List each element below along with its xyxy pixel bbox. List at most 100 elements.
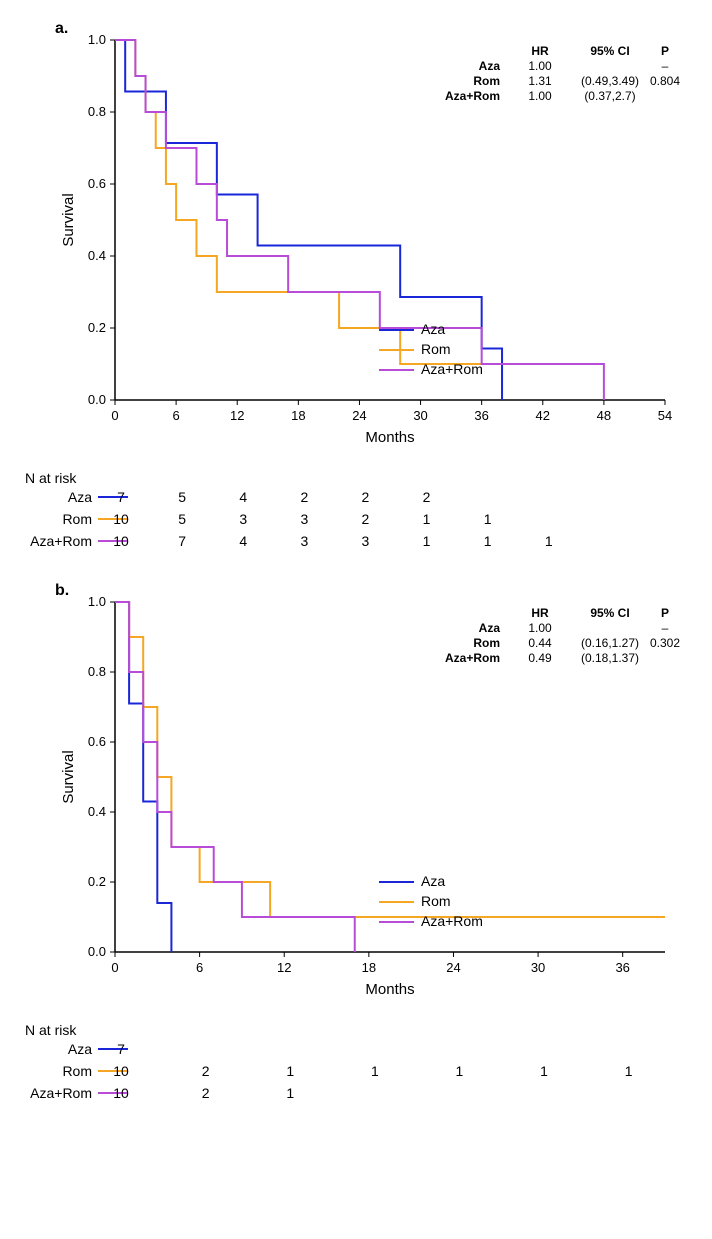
svg-text:(0.16,1.27): (0.16,1.27) [581, 636, 639, 650]
svg-text:12: 12 [277, 960, 291, 975]
risk-cell [579, 533, 640, 549]
svg-text:0.6: 0.6 [88, 734, 106, 749]
risk-values: 1021 [79, 1085, 671, 1101]
risk-row: Aza7 [20, 1038, 692, 1060]
risk-table-a: N at riskAza754222Rom10533211Aza+Rom1074… [20, 470, 692, 552]
risk-cell: 1 [396, 533, 457, 549]
svg-text:Aza: Aza [479, 59, 501, 73]
svg-text:0.2: 0.2 [88, 320, 106, 335]
risk-cell: 3 [274, 533, 335, 549]
svg-text:30: 30 [413, 408, 427, 423]
svg-text:48: 48 [597, 408, 611, 423]
risk-cell [417, 1041, 502, 1057]
svg-text:1.00: 1.00 [528, 621, 552, 635]
svg-text:Survival: Survival [60, 750, 77, 803]
risk-cell [333, 1085, 418, 1101]
svg-text:(0.18,1.37): (0.18,1.37) [581, 651, 639, 665]
svg-text:P: P [661, 44, 669, 58]
svg-text:Aza+Rom: Aza+Rom [445, 89, 500, 103]
svg-text:24: 24 [446, 960, 460, 975]
risk-cell: 10 [79, 1085, 164, 1101]
svg-text:0.8: 0.8 [88, 664, 106, 679]
risk-values: 107433111 [90, 533, 640, 549]
svg-text:HR: HR [531, 44, 549, 58]
risk-cell: 4 [213, 489, 274, 505]
risk-cell: 3 [274, 511, 335, 527]
svg-text:Months: Months [365, 429, 414, 446]
risk-cell: 1 [502, 1063, 587, 1079]
svg-text:0.8: 0.8 [88, 104, 106, 119]
risk-cell: 7 [90, 489, 151, 505]
risk-cell: 3 [213, 511, 274, 527]
svg-text:Aza+Rom: Aza+Rom [445, 651, 500, 665]
svg-text:18: 18 [291, 408, 305, 423]
km-plot-a: 0.00.20.40.60.81.0061218243036424854Mont… [20, 20, 690, 460]
risk-table-b: N at riskAza7Rom10211111Aza+Rom1021 [20, 1022, 692, 1104]
risk-cell: 3 [335, 533, 396, 549]
risk-cell [518, 511, 579, 527]
risk-cell [586, 1085, 671, 1101]
svg-text:6: 6 [196, 960, 203, 975]
risk-cell: 5 [152, 511, 213, 527]
svg-text:42: 42 [536, 408, 550, 423]
svg-text:95% CI: 95% CI [590, 606, 629, 620]
risk-row: Aza+Rom107433111 [20, 530, 692, 552]
svg-text:P: P [661, 606, 669, 620]
svg-text:0.0: 0.0 [88, 392, 106, 407]
risk-cell: 1 [457, 533, 518, 549]
risk-cell [502, 1085, 587, 1101]
risk-row: Aza+Rom1021 [20, 1082, 692, 1104]
panel-b: b. 0.00.20.40.60.81.0061218243036MonthsS… [20, 582, 692, 1104]
risk-cell: 2 [163, 1063, 248, 1079]
panel-a: a. 0.00.20.40.60.81.0061218243036424854M… [20, 20, 692, 552]
svg-text:(0.37,2.7): (0.37,2.7) [584, 89, 635, 103]
svg-text:(0.49,3.49): (0.49,3.49) [581, 74, 639, 88]
risk-row: Rom10533211 [20, 508, 692, 530]
svg-text:0.0: 0.0 [88, 944, 106, 959]
risk-values: 10533211 [90, 511, 640, 527]
svg-text:0: 0 [111, 960, 118, 975]
risk-cell [333, 1041, 418, 1057]
svg-text:1.0: 1.0 [88, 594, 106, 609]
risk-cell: 1 [457, 511, 518, 527]
risk-cell [248, 1041, 333, 1057]
risk-cell: 7 [79, 1041, 164, 1057]
risk-cell [163, 1041, 248, 1057]
risk-cell: 2 [274, 489, 335, 505]
risk-cell: 1 [248, 1063, 333, 1079]
svg-text:6: 6 [172, 408, 179, 423]
risk-cell: 2 [396, 489, 457, 505]
svg-text:30: 30 [531, 960, 545, 975]
svg-text:Rom: Rom [421, 893, 451, 909]
svg-text:36: 36 [615, 960, 629, 975]
risk-row-label: Rom [20, 511, 98, 527]
risk-values: 10211111 [79, 1063, 671, 1079]
risk-cell [579, 489, 640, 505]
svg-text:Months: Months [365, 981, 414, 998]
risk-cell: 10 [79, 1063, 164, 1079]
risk-values: 754222 [90, 489, 640, 505]
risk-cell: 2 [335, 489, 396, 505]
svg-text:Rom: Rom [473, 636, 500, 650]
svg-text:Aza+Rom: Aza+Rom [421, 361, 483, 377]
svg-text:36: 36 [474, 408, 488, 423]
risk-cell: 1 [417, 1063, 502, 1079]
risk-cell [457, 489, 518, 505]
svg-text:Rom: Rom [421, 341, 451, 357]
svg-text:18: 18 [362, 960, 376, 975]
risk-cell: 1 [333, 1063, 418, 1079]
panel-b-label: b. [55, 582, 69, 600]
risk-cell: 4 [213, 533, 274, 549]
svg-text:1.0: 1.0 [88, 32, 106, 47]
svg-text:0.302: 0.302 [650, 636, 680, 650]
risk-cell: 2 [163, 1085, 248, 1101]
risk-row-label: Aza [20, 489, 98, 505]
risk-cell [586, 1041, 671, 1057]
svg-text:0.49: 0.49 [528, 651, 552, 665]
svg-text:Aza: Aza [421, 321, 445, 337]
risk-cell [502, 1041, 587, 1057]
svg-text:24: 24 [352, 408, 366, 423]
svg-text:0.804: 0.804 [650, 74, 680, 88]
risk-values: 7 [79, 1041, 671, 1057]
svg-text:HR: HR [531, 606, 549, 620]
